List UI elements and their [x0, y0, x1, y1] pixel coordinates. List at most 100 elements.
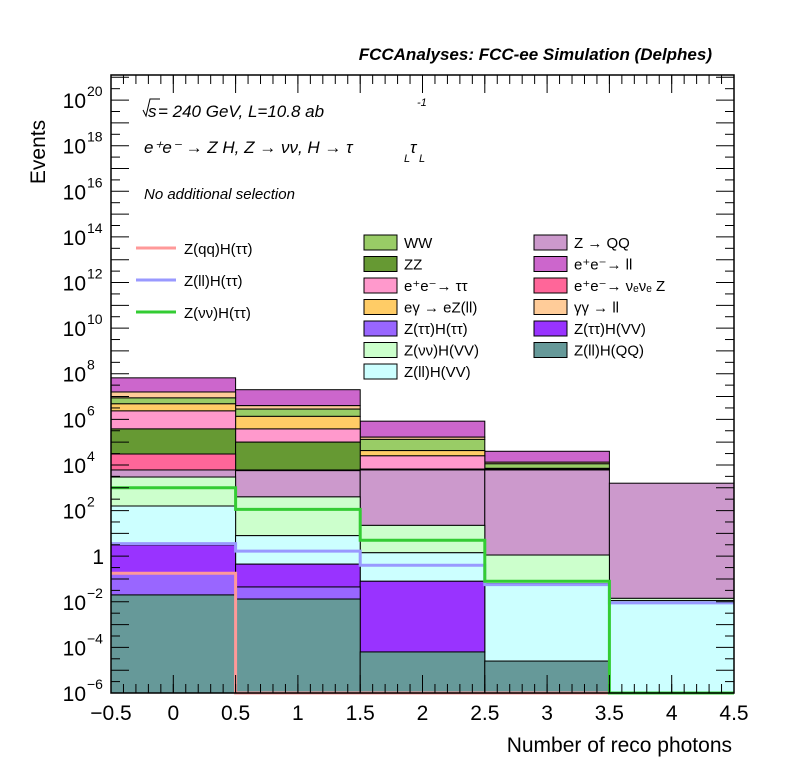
annotation-energy: s = 240 GeV, L=10.8 ab -1 — [142, 97, 427, 121]
x-tick-label: 3 — [541, 702, 553, 725]
x-tick-label: 4.5 — [719, 702, 748, 725]
legend-label: Z → QQ — [574, 235, 630, 252]
y-tick-exponent: 2 — [87, 494, 95, 510]
y-tick-label: 10 — [63, 273, 86, 296]
legend-label: Z(ll)H(QQ) — [574, 343, 644, 360]
legend-swatch — [363, 320, 398, 337]
bar-4-bin-1 — [235, 496, 361, 537]
bar-5-bin-4 — [608, 482, 735, 599]
legend-label: γγ → ll — [574, 300, 619, 317]
bar-4-bin-0 — [110, 476, 237, 507]
bar-3-bin-2 — [359, 552, 486, 582]
x-tick-label: 0 — [167, 702, 179, 725]
bar-2-bin-2 — [359, 580, 486, 653]
bar-8-bin-0 — [110, 410, 237, 430]
legend: Z(qq)H(ττ) Z(ll)H(ττ) Z(νν)H(ττ) WW ZZ e⁺e⁻→ … — [136, 234, 665, 381]
bar-2-bin-0 — [110, 544, 237, 575]
y-tick-label: 10 — [63, 683, 86, 706]
bar-5-bin-3 — [484, 469, 610, 556]
bar-4-bin-3 — [484, 554, 610, 585]
y-tick-label: 10 — [63, 90, 86, 113]
sqrt-icon — [142, 98, 160, 118]
y-tick-exponent: 18 — [87, 129, 103, 145]
legend-swatch — [533, 256, 568, 272]
legend-label: Z(νν)H(VV) — [404, 343, 479, 360]
x-tick-label: 1.5 — [346, 702, 375, 725]
bar-12-bin-3 — [484, 450, 610, 463]
process-sub1: L — [404, 153, 410, 165]
x-tick-label: 2.5 — [470, 702, 499, 725]
legend-line-label: Z(νν)H(ττ) — [184, 305, 251, 322]
y-tick-exponent: 4 — [87, 448, 95, 464]
legend-swatch — [533, 299, 568, 315]
legend-line-label: Z(qq)H(ττ) — [184, 241, 253, 258]
y-tick-label: 10 — [63, 318, 86, 341]
y-tick-exponent: 14 — [87, 220, 103, 236]
bar-12-bin-1 — [235, 389, 361, 407]
bar-5-bin-0 — [110, 469, 237, 478]
legend-label: ZZ — [404, 257, 422, 274]
bar-5-bin-1 — [235, 470, 361, 498]
legend-label: WW — [404, 235, 433, 252]
bar-11-bin-0 — [110, 391, 237, 399]
bar-5-bin-2 — [359, 469, 486, 526]
legend-label: e⁺e⁻→ ττ — [404, 278, 468, 295]
bar-12-bin-2 — [359, 420, 486, 438]
x-tick-label: −0.5 — [90, 702, 131, 725]
y-tick-label: 10 — [63, 592, 86, 615]
y-tick-exponent: 8 — [87, 357, 95, 373]
annotation-process: e⁺e⁻ → Z H, Z → νν, H → τ L τ L — [144, 138, 425, 165]
legend-swatch — [533, 342, 568, 358]
bar-8-bin-2 — [359, 455, 486, 470]
selection-text: No additional selection — [144, 186, 295, 203]
y-tick-label: 10 — [63, 409, 86, 432]
y-tick-label: 10 — [63, 501, 86, 524]
legend-label: e⁺e⁻→ νₑνₑ Z — [574, 278, 665, 295]
bar-7-bin-1 — [235, 441, 361, 471]
bar-3-bin-0 — [110, 505, 237, 546]
bar-9-bin-0 — [110, 403, 237, 412]
y-tick-exponent: −2 — [87, 585, 103, 601]
legend-label: Z(ττ)H(VV) — [574, 321, 646, 338]
y-tick-exponent: 12 — [87, 266, 103, 282]
y-tick-exponent: −4 — [87, 630, 103, 646]
bar-6-bin-0 — [110, 453, 237, 471]
y-tick-exponent: 16 — [87, 174, 103, 190]
y-tick-label: 10 — [63, 637, 86, 660]
legend-swatch — [533, 277, 568, 294]
y-axis-label: Events — [27, 120, 50, 184]
process-text: e⁺e⁻ → Z H, Z → νν, H → τ — [144, 138, 354, 157]
line-2 — [111, 486, 734, 695]
x-tick-label: 0.5 — [221, 702, 250, 725]
bar-1-bin-0 — [110, 573, 237, 596]
y-tick-label: 10 — [63, 227, 86, 250]
y-tick-label: 10 — [63, 136, 86, 159]
bar-2-bin-1 — [235, 563, 361, 588]
legend-swatch — [363, 363, 398, 380]
chart-title: FCCAnalyses: FCC-ee Simulation (Delphes) — [359, 45, 713, 64]
bar-10-bin-3 — [484, 463, 610, 469]
process-sub2: L — [419, 153, 425, 165]
y-tick-exponent: 10 — [87, 311, 103, 327]
bar-11-bin-1 — [235, 405, 361, 410]
sqrt-s-text: s — [148, 102, 157, 121]
y-tick-exponent: 6 — [87, 402, 95, 418]
y-tick-exponent: −6 — [87, 676, 103, 692]
bar-12-bin-0 — [110, 377, 237, 393]
legend-swatch — [363, 342, 398, 358]
x-tick-label: 1 — [292, 702, 304, 725]
y-tick-label: 10 — [63, 181, 86, 204]
legend-swatch — [363, 277, 398, 294]
y-tick-exponent: 20 — [87, 83, 103, 99]
y-tick-label: 10 — [63, 455, 86, 478]
legend-swatch — [533, 320, 568, 337]
bar-1-bin-1 — [235, 586, 361, 600]
legend-label: Z(ττ)H(ττ) — [404, 321, 468, 338]
bar-10-bin-2 — [359, 438, 486, 452]
legend-line-label: Z(ll)H(ττ) — [184, 273, 243, 290]
legend-swatch — [363, 234, 398, 251]
y-tick-label: 1 — [92, 546, 104, 569]
process-tau2: τ — [410, 138, 418, 157]
